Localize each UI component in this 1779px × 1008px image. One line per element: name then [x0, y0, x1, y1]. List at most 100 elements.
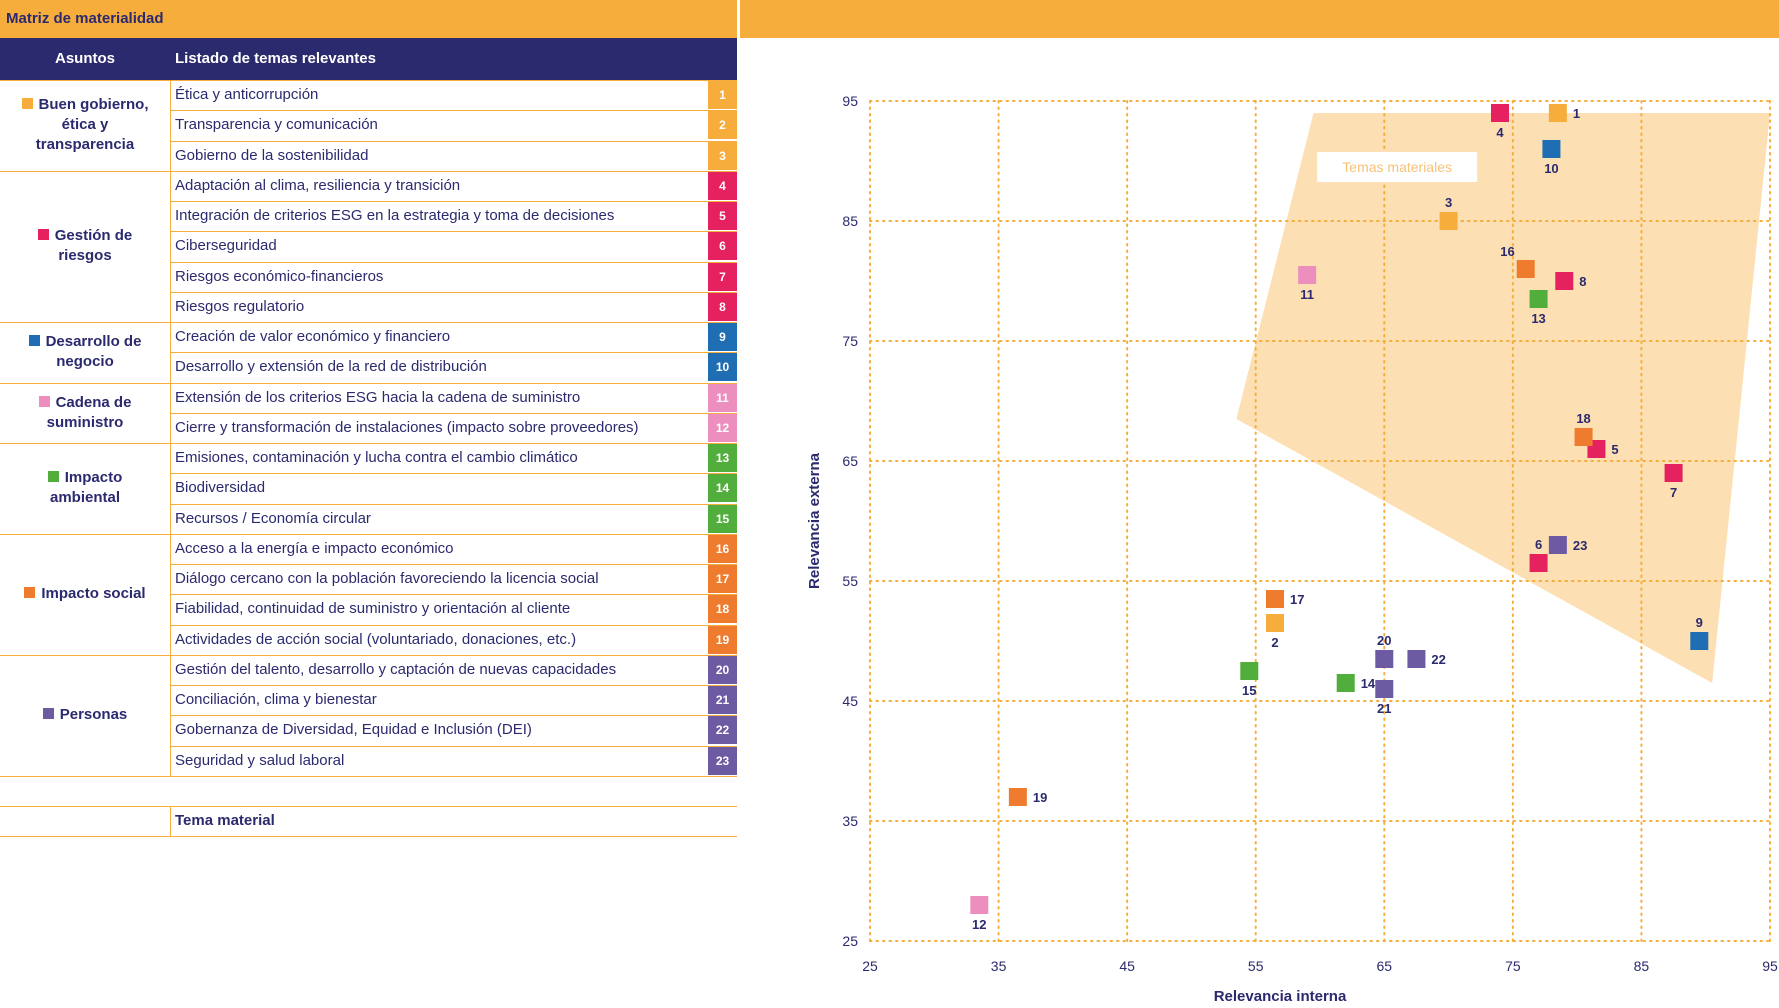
table-row: Emisiones, contaminación y lucha contra …: [170, 443, 737, 473]
data-label: 7: [1670, 485, 1677, 500]
topic-number-badge: 1: [708, 81, 737, 109]
group-divider: [0, 322, 170, 323]
data-point: [1336, 674, 1355, 692]
divider: [0, 806, 737, 807]
x-tick-label: 75: [1505, 958, 1521, 974]
data-label: 13: [1531, 311, 1545, 326]
data-point: [1375, 650, 1394, 668]
group-divider: [0, 170, 170, 172]
table-row: Integración de criterios ESG en la estra…: [170, 201, 737, 231]
topic-number-badge: 16: [708, 534, 737, 563]
data-point: [1574, 428, 1593, 446]
table-row: Creación de valor económico y financiero…: [170, 322, 737, 352]
table-row: Diálogo cercano con la población favorec…: [170, 564, 737, 594]
table-row: Fiabilidad, continuidad de suministro y …: [170, 594, 737, 624]
data-label: 21: [1377, 701, 1391, 716]
column-divider: [170, 80, 171, 776]
topic-number-badge: 21: [708, 686, 737, 714]
topic-number-badge: 6: [708, 232, 737, 261]
table-row: Riesgos regulatorio 8: [170, 292, 737, 322]
col-asuntos-header: Asuntos: [55, 50, 115, 67]
topic-number-badge: 23: [708, 746, 737, 775]
topic-number-badge: 13: [708, 444, 737, 472]
table-row: Desarrollo y extensión de la red de dist…: [170, 352, 737, 382]
data-point: [1664, 464, 1683, 482]
row-divider: [170, 291, 737, 293]
topic-number-badge: 5: [708, 202, 737, 230]
topic-number-badge: 9: [708, 323, 737, 351]
data-point: [970, 896, 989, 914]
topic-label: Adaptación al clima, resiliencia y trans…: [175, 176, 461, 194]
row-divider: [170, 322, 737, 323]
table-row: Extensión de los criterios ESG hacia la …: [170, 383, 737, 413]
table-row: Actividades de acción social (voluntaria…: [170, 625, 737, 655]
data-point: [1407, 650, 1426, 668]
group-color-swatch: [38, 395, 50, 407]
topic-label: Gobernanza de Diversidad, Equidad e Incl…: [175, 721, 532, 739]
topic-label: Creación de valor económico y financiero: [175, 328, 451, 345]
topic-label: Ética y anticorrupción: [175, 86, 319, 103]
data-point: [1298, 266, 1317, 284]
row-divider: [170, 443, 737, 444]
table-row: Gobierno de la sostenibilidad 3: [170, 141, 737, 171]
topic-label: Cierre y transformación de instalaciones…: [175, 418, 639, 436]
topic-label: Extensión de los criterios ESG hacia la …: [175, 388, 581, 406]
region-label-box: [1317, 152, 1478, 182]
table-row: Adaptación al clima, resiliencia y trans…: [170, 171, 737, 201]
topic-label: Seguridad y salud laboral: [175, 751, 345, 769]
topic-number-badge: 18: [708, 595, 737, 624]
topic-label: Diálogo cercano con la población favorec…: [175, 570, 599, 587]
row-divider: [170, 594, 737, 596]
topic-number-badge: 3: [708, 141, 737, 170]
data-label: 22: [1431, 652, 1445, 667]
row-divider: [170, 382, 737, 384]
x-tick-label: 95: [1762, 958, 1778, 974]
topic-label: Recursos / Economía circular: [175, 509, 371, 527]
row-divider: [170, 503, 737, 505]
data-point: [1266, 614, 1284, 632]
group-name: Impacto social: [41, 585, 146, 603]
topic-number-badge: 7: [708, 262, 737, 291]
group-cell: Cadena de suministro: [0, 383, 170, 444]
data-label: 1: [1573, 106, 1580, 121]
topic-label: Riesgos regulatorio: [175, 297, 305, 315]
topic-number-badge: 11: [708, 383, 737, 412]
table-row: Gestión del talento, desarrollo y captac…: [170, 655, 737, 685]
data-label: 19: [1033, 790, 1047, 805]
y-tick-label: 35: [842, 813, 858, 829]
data-label: 6: [1535, 537, 1542, 552]
x-tick-label: 45: [1119, 958, 1135, 974]
group-name: Gestión de riesgos: [54, 227, 133, 265]
region-label: Temas materiales: [1342, 159, 1452, 175]
data-label: 14: [1361, 676, 1376, 691]
table-row: Gobernanza de Diversidad, Equidad e Incl…: [170, 715, 737, 745]
group-color-swatch: [42, 708, 54, 720]
group-cell: Personas: [0, 655, 170, 776]
group-name: Desarrollo de negocio: [45, 333, 142, 371]
topic-number-badge: 10: [708, 353, 737, 382]
table-row: Cierre y transformación de instalaciones…: [170, 413, 737, 443]
group-divider: [0, 443, 170, 444]
row-divider: [170, 624, 737, 626]
data-label: 4: [1496, 125, 1504, 140]
data-point: [1516, 260, 1535, 278]
table-row: Ética y anticorrupción 1: [170, 80, 737, 110]
topic-label: Acceso a la energía e impacto económico: [175, 539, 454, 557]
data-label: 3: [1445, 195, 1452, 210]
divider: [0, 80, 737, 81]
data-point: [1548, 104, 1567, 122]
row-divider: [170, 231, 737, 233]
data-point: [1542, 140, 1561, 158]
y-tick-label: 85: [842, 213, 858, 229]
topic-number-badge: 14: [708, 474, 737, 503]
topic-number-badge: 2: [708, 111, 737, 140]
x-tick-label: 85: [1634, 958, 1650, 974]
topic-label: Integración de criterios ESG en la estra…: [175, 207, 615, 224]
data-label: 8: [1579, 274, 1586, 289]
row-divider: [170, 533, 737, 535]
row-divider: [170, 110, 737, 112]
data-point: [1555, 272, 1574, 290]
x-tick-label: 35: [991, 958, 1007, 974]
data-label: 20: [1377, 633, 1391, 648]
group-cell: Desarrollo de negocio: [0, 322, 170, 383]
